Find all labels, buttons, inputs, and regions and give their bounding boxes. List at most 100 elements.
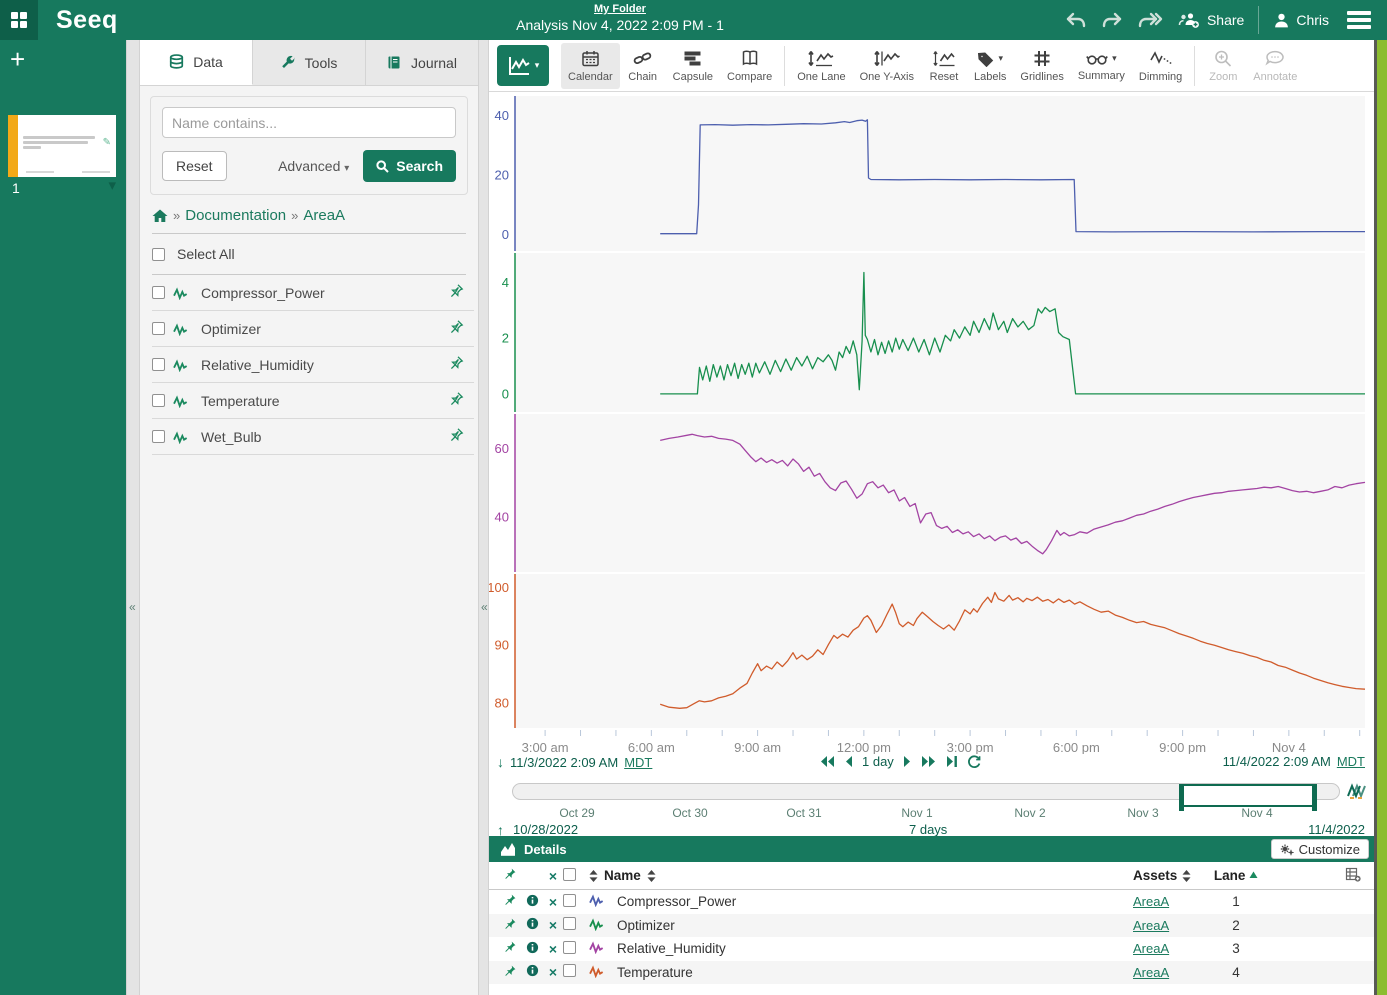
remove-icon[interactable]: ×: [548, 964, 558, 981]
collapse-sidebar-handle[interactable]: «: [126, 40, 140, 995]
investigate-start-arrow-icon[interactable]: ↑: [497, 822, 504, 838]
user-menu[interactable]: Chris: [1273, 12, 1329, 29]
range-start-arrow-icon[interactable]: ↓: [497, 754, 504, 770]
remove-all-button[interactable]: ×: [548, 867, 558, 884]
signal-list-item[interactable]: Temperature: [152, 383, 474, 419]
scrubber-handle-right[interactable]: [1312, 784, 1317, 811]
range-end[interactable]: 11/4/2022 2:09 AM: [1222, 754, 1331, 769]
add-column-icon[interactable]: [1345, 867, 1361, 885]
info-icon[interactable]: [526, 941, 539, 954]
search-input[interactable]: [162, 107, 456, 138]
my-folder-link[interactable]: My Folder: [594, 3, 646, 15]
toolbar-reset-button[interactable]: Reset: [921, 43, 967, 89]
trend-chart[interactable]: 0 20 40 0 2 4 40 60 80 90 100 3:00 am 6:00 am 9:00 am…: [489, 92, 1377, 754]
info-icon[interactable]: [526, 964, 539, 977]
pin-icon[interactable]: [448, 355, 464, 374]
advanced-toggle[interactable]: Advanced ▾: [278, 158, 350, 174]
info-icon[interactable]: [526, 894, 539, 907]
item-checkbox[interactable]: [152, 322, 165, 335]
pin-icon[interactable]: [503, 893, 521, 910]
item-checkbox[interactable]: [152, 358, 165, 371]
step-back-button[interactable]: [844, 755, 853, 768]
pin-icon[interactable]: [448, 391, 464, 410]
range-start[interactable]: 11/3/2022 2:09 AM: [510, 754, 619, 770]
worksheet-chevron-down-icon[interactable]: ▾: [108, 177, 116, 194]
sort-icon[interactable]: [1182, 869, 1191, 882]
app-grid-button[interactable]: [0, 0, 38, 40]
undo-button[interactable]: [1065, 12, 1087, 29]
details-row[interactable]: × Optimizer AreaA 2: [489, 913, 1377, 937]
pin-icon[interactable]: [503, 940, 521, 957]
step-forward-button[interactable]: [903, 755, 912, 768]
pin-column-icon[interactable]: [503, 867, 521, 884]
name-column-header[interactable]: Name: [604, 868, 641, 883]
pin-icon[interactable]: [448, 319, 464, 338]
select-all-rows-checkbox[interactable]: [563, 867, 576, 881]
toolbar-summary-button[interactable]: ▾ Summary: [1071, 43, 1132, 89]
details-row[interactable]: × Compressor_Power AreaA 1: [489, 890, 1377, 914]
row-checkbox[interactable]: [563, 893, 576, 907]
toolbar-labels-button[interactable]: ▾ Labels: [967, 43, 1013, 89]
row-name[interactable]: Temperature: [617, 964, 693, 980]
toolbar-dimming-button[interactable]: Dimming: [1132, 43, 1189, 89]
toolbar-calendar-button[interactable]: Calendar: [561, 42, 620, 89]
details-row[interactable]: × Temperature AreaA 4: [489, 960, 1377, 984]
toolbar-gridlines-button[interactable]: Gridlines: [1013, 43, 1070, 89]
sort-icon[interactable]: [647, 869, 656, 882]
collapse-data-panel-handle[interactable]: «: [478, 40, 489, 995]
item-checkbox[interactable]: [152, 394, 165, 407]
pin-icon[interactable]: [448, 427, 464, 446]
step-back-fast-button[interactable]: [819, 755, 835, 768]
reset-button[interactable]: Reset: [162, 151, 227, 181]
worksheet-thumbnail[interactable]: ✎: [8, 115, 116, 177]
range-duration[interactable]: 1 day: [862, 754, 894, 769]
toolbar-capsule-button[interactable]: Capsule: [666, 43, 720, 89]
assets-column-header[interactable]: Assets: [1133, 868, 1178, 883]
capsule-time-icon[interactable]: [1346, 782, 1367, 803]
scrubber-selection[interactable]: [1179, 784, 1317, 811]
share-button[interactable]: Share: [1177, 12, 1244, 29]
row-name[interactable]: Relative_Humidity: [617, 941, 726, 957]
toolbar-one-y-axis-button[interactable]: One Y-Axis: [853, 43, 921, 89]
remove-icon[interactable]: ×: [548, 940, 558, 957]
investigate-start[interactable]: 10/28/2022: [513, 822, 579, 837]
tab-data[interactable]: Data: [140, 40, 253, 85]
tab-tools[interactable]: Tools: [253, 40, 366, 85]
row-checkbox[interactable]: [563, 917, 576, 931]
pin-icon[interactable]: [503, 917, 521, 934]
item-checkbox[interactable]: [152, 286, 165, 299]
details-row[interactable]: × Relative_Humidity AreaA 3: [489, 937, 1377, 961]
toolbar-one-lane-button[interactable]: One Lane: [790, 43, 852, 89]
analysis-title[interactable]: Analysis Nov 4, 2022 2:09 PM - 1: [516, 17, 724, 33]
right-edge-strip[interactable]: [1374, 40, 1387, 995]
asset-link[interactable]: AreaA: [1133, 941, 1170, 957]
remove-icon[interactable]: ×: [548, 893, 558, 910]
redo-all-button[interactable]: [1137, 12, 1163, 29]
toolbar-chain-button[interactable]: Chain: [620, 43, 666, 89]
item-checkbox[interactable]: [152, 430, 165, 443]
investigate-span[interactable]: 7 days: [909, 822, 948, 837]
home-icon[interactable]: [152, 209, 168, 223]
timezone-link[interactable]: MDT: [624, 754, 653, 770]
asset-link[interactable]: AreaA: [1133, 894, 1170, 910]
sort-icon[interactable]: [589, 869, 598, 882]
signal-list-item[interactable]: Wet_Bulb: [152, 419, 474, 455]
refresh-now-button[interactable]: [967, 754, 981, 769]
row-name[interactable]: Compressor_Power: [617, 894, 737, 910]
remove-icon[interactable]: ×: [548, 917, 558, 934]
display-mode-button[interactable]: ▾: [497, 45, 549, 86]
toolbar-compare-button[interactable]: Compare: [720, 43, 779, 89]
step-to-end-button[interactable]: [946, 755, 958, 768]
asset-link[interactable]: AreaA: [1133, 917, 1170, 933]
row-checkbox[interactable]: [563, 940, 576, 954]
row-checkbox[interactable]: [563, 964, 576, 978]
breadcrumb-documentation[interactable]: Documentation: [185, 207, 287, 224]
search-button[interactable]: Search: [363, 150, 456, 182]
hamburger-menu-button[interactable]: [1343, 7, 1375, 33]
lane-column-header[interactable]: Lane: [1199, 868, 1273, 883]
signal-list-item[interactable]: Relative_Humidity: [152, 347, 474, 383]
breadcrumb-areaa[interactable]: AreaA: [303, 207, 346, 224]
step-forward-fast-button[interactable]: [921, 755, 937, 768]
signal-list-item[interactable]: Compressor_Power: [152, 275, 474, 311]
asset-link[interactable]: AreaA: [1133, 964, 1170, 980]
